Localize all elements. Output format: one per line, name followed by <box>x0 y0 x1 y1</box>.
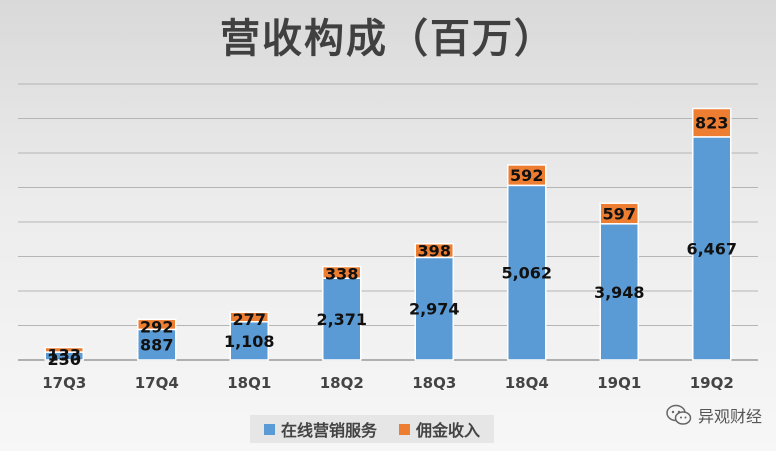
watermark-text: 异观财经 <box>697 407 762 426</box>
tick-label-18Q2: 18Q2 <box>320 374 364 392</box>
legend-label-online: 在线营销服务 <box>281 421 378 440</box>
watermark: 异观财经 <box>666 403 762 427</box>
label-online-19Q2: 6,467 <box>686 239 737 258</box>
bar-online-18Q3 <box>414 256 454 361</box>
x-axis-ticks: 17Q3 17Q4 18Q1 18Q2 18Q3 18Q4 19Q1 19Q2 <box>42 374 734 392</box>
bar-commission-17Q3 <box>44 346 84 353</box>
tick-label-17Q3: 17Q3 <box>42 374 86 392</box>
bar-online-18Q2 <box>322 277 362 361</box>
bars <box>44 107 732 361</box>
bar-commission-19Q2 <box>692 107 732 138</box>
legend: 在线营销服务 佣金收入 <box>250 415 495 443</box>
label-commission-19Q2: 823 <box>695 114 728 133</box>
label-online-18Q1: 1,108 <box>224 332 275 351</box>
gridlines <box>18 83 758 361</box>
label-online-17Q3: 230 <box>48 350 81 369</box>
label-online-18Q2: 2,371 <box>316 310 367 329</box>
legend-swatch-online <box>264 423 275 435</box>
bar-commission-18Q4 <box>507 164 547 187</box>
legend-label-commission: 佣金收入 <box>416 421 481 440</box>
tick-label-18Q3: 18Q3 <box>412 374 456 392</box>
bar-online-19Q2 <box>692 136 732 361</box>
label-online-18Q3: 2,974 <box>409 300 460 319</box>
label-online-17Q4: 887 <box>140 336 173 355</box>
bar-commission-17Q4 <box>137 318 177 331</box>
wechat-icon <box>666 404 692 425</box>
legend-item-online: 在线营销服务 <box>264 417 377 441</box>
bar-online-17Q4 <box>137 328 177 361</box>
label-online-18Q4: 5,062 <box>501 264 552 283</box>
bar-commission-18Q2 <box>322 265 362 279</box>
legend-item-commission: 佣金收入 <box>399 417 480 441</box>
label-commission-17Q4: 292 <box>140 317 173 336</box>
tick-label-19Q1: 19Q1 <box>597 374 641 392</box>
tick-label-18Q4: 18Q4 <box>505 374 549 392</box>
bar-commission-18Q3 <box>414 242 454 259</box>
legend-swatch-commission <box>399 423 411 435</box>
label-commission-18Q1: 277 <box>233 310 266 329</box>
tick-label-17Q4: 17Q4 <box>135 374 179 392</box>
label-commission-17Q3: 133 <box>48 345 81 364</box>
label-online-19Q1: 3,948 <box>594 283 645 302</box>
bar-commission-18Q1 <box>229 311 269 323</box>
label-commission-19Q1: 597 <box>603 204 636 223</box>
bar-online-19Q1 <box>599 223 639 361</box>
label-commission-18Q2: 338 <box>325 265 358 284</box>
label-commission-18Q4: 592 <box>510 166 543 185</box>
label-commission-18Q3: 398 <box>418 242 451 261</box>
tick-label-18Q1: 18Q1 <box>227 374 271 392</box>
bar-online-18Q1 <box>229 321 269 361</box>
bar-commission-19Q1 <box>599 202 639 225</box>
tick-label-19Q2: 19Q2 <box>690 374 734 392</box>
chart-title: 营收构成（百万） <box>220 16 556 62</box>
